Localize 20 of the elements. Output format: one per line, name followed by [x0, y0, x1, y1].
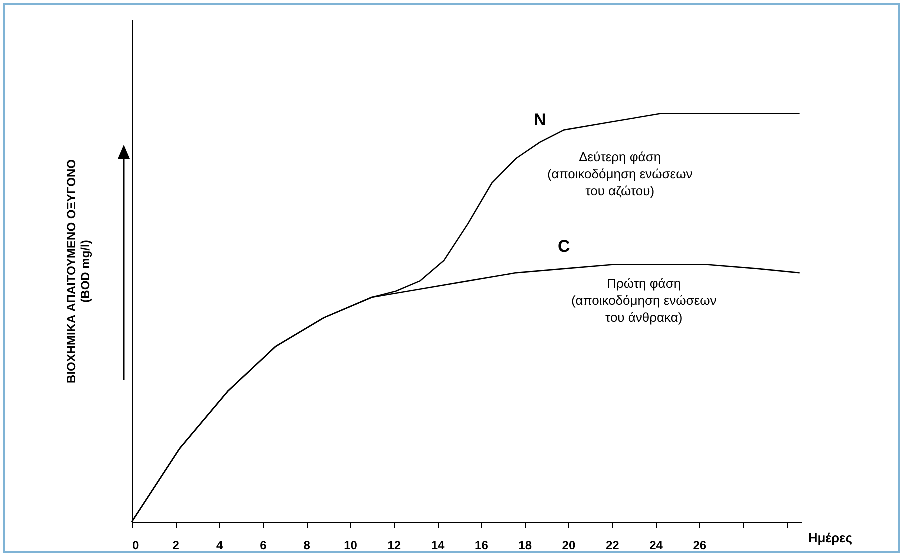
x-tick-label: 24 — [650, 538, 664, 552]
x-tick-label: 20 — [562, 538, 576, 552]
series-label: C — [558, 236, 570, 256]
x-tick-label: 18 — [518, 538, 532, 552]
x-tick-label: 4 — [216, 538, 224, 552]
x-tick-label: 26 — [693, 538, 707, 552]
y-axis-title: ΒΙΟΧΗΜΙΚΑ ΑΠΑΙΤΟΥΜΕΝΟ ΟΞΥΓΟΝΟ (BOD mg/l) — [64, 160, 92, 384]
annotation: Πρώτη φάση (αποικοδόμηση ενώσεων του άνθρακα) — [571, 276, 717, 325]
x-tick-label: 8 — [304, 538, 311, 552]
x-tick-label: 22 — [606, 538, 620, 552]
x-tick-label: 0 — [132, 538, 140, 552]
x-tick-label: 12 — [388, 538, 402, 552]
annotation: Δεύτερη φάση (αποικοδόμηση ενώσεων του αζώτου) — [547, 149, 693, 198]
x-tick-label: 6 — [260, 538, 268, 552]
x-tick-label: 14 — [431, 538, 446, 552]
series-label: N — [534, 110, 546, 130]
x-tick-label: 16 — [475, 538, 489, 552]
x-axis-title: Ημέρες — [808, 530, 853, 546]
x-tick-label: 10 — [344, 538, 358, 552]
x-tick-label: 2 — [172, 538, 180, 552]
